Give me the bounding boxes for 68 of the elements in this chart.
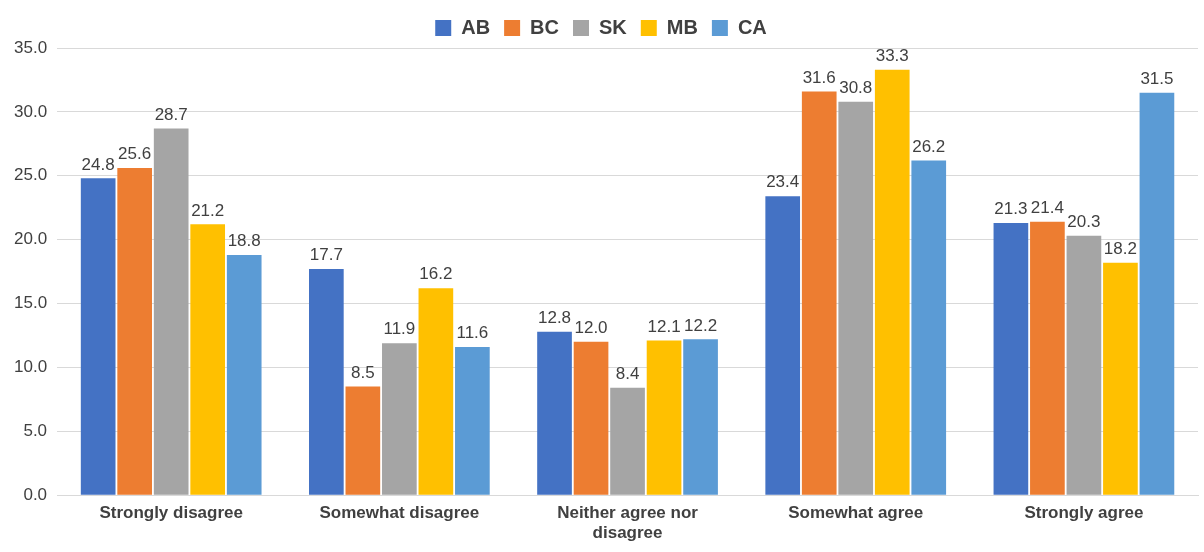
data-label: 12.0 xyxy=(574,318,608,338)
bar xyxy=(911,160,947,495)
bar xyxy=(573,341,609,495)
bar xyxy=(345,386,381,495)
data-label: 21.2 xyxy=(191,200,225,220)
legend-label: BC xyxy=(530,15,559,38)
data-label: 31.6 xyxy=(802,67,836,87)
bar xyxy=(1103,262,1138,495)
bar xyxy=(646,340,682,495)
legend-label: AB xyxy=(461,15,491,38)
bar xyxy=(1139,92,1175,495)
bar xyxy=(1066,235,1102,495)
bar xyxy=(455,346,490,495)
data-label: 30.8 xyxy=(839,77,873,97)
y-tick-label: 30.0 xyxy=(13,101,48,121)
bar xyxy=(765,196,801,495)
x-tick-label: Neither agree nor disagree xyxy=(557,503,699,543)
data-label: 20.3 xyxy=(1067,212,1101,232)
legend-label: MB xyxy=(666,15,698,38)
bar xyxy=(226,254,262,495)
data-label: 33.3 xyxy=(875,45,909,65)
data-label: 16.2 xyxy=(419,264,453,284)
legend-label: CA xyxy=(737,15,767,38)
data-label: 21.3 xyxy=(994,199,1028,219)
data-label: 8.5 xyxy=(351,362,375,382)
bar xyxy=(309,269,344,495)
data-label: 11.9 xyxy=(383,319,416,339)
bar xyxy=(1030,221,1065,495)
data-label: 31.5 xyxy=(1140,68,1174,88)
bar xyxy=(683,339,718,495)
bar xyxy=(190,224,226,495)
y-tick-label: 15.0 xyxy=(13,293,48,313)
bar xyxy=(610,387,645,495)
y-tick-label: 20.0 xyxy=(13,229,48,249)
data-label: 25.6 xyxy=(118,144,152,164)
data-label: 12.1 xyxy=(647,316,681,336)
legend-label: SK xyxy=(599,15,628,38)
bar xyxy=(838,101,874,495)
bar xyxy=(874,69,910,495)
bar xyxy=(801,91,837,495)
y-tick-label: 35.0 xyxy=(13,37,48,57)
y-tick-label: 10.0 xyxy=(13,357,48,377)
bar xyxy=(80,178,116,495)
data-label: 11.6 xyxy=(456,323,489,343)
x-tick-label: Strongly agree xyxy=(1024,503,1144,523)
data-label: 24.8 xyxy=(81,154,115,174)
y-tick-label: 25.0 xyxy=(13,165,48,185)
bar xyxy=(117,168,153,495)
data-label: 21.4 xyxy=(1030,197,1064,217)
y-tick-label: 5.0 xyxy=(23,421,48,440)
bar xyxy=(418,288,454,495)
bar xyxy=(382,343,417,495)
data-label: 23.4 xyxy=(766,172,800,192)
bar xyxy=(993,223,1029,495)
bar xyxy=(537,331,572,495)
x-tick-label: Strongly disagree xyxy=(99,503,243,523)
x-tick-label: Somewhat disagree xyxy=(319,503,480,523)
data-label: 18.2 xyxy=(1103,238,1137,258)
data-label: 12.8 xyxy=(537,307,572,327)
x-tick-label: Somewhat agree xyxy=(788,503,924,523)
data-label: 17.7 xyxy=(309,245,343,265)
y-tick-label: 0.0 xyxy=(23,484,48,504)
data-label: 8.4 xyxy=(615,364,640,384)
data-label: 28.7 xyxy=(154,104,188,124)
bar xyxy=(153,128,189,495)
data-label: 18.8 xyxy=(227,231,261,251)
data-label: 12.2 xyxy=(684,315,718,335)
data-label: 26.2 xyxy=(912,136,946,156)
